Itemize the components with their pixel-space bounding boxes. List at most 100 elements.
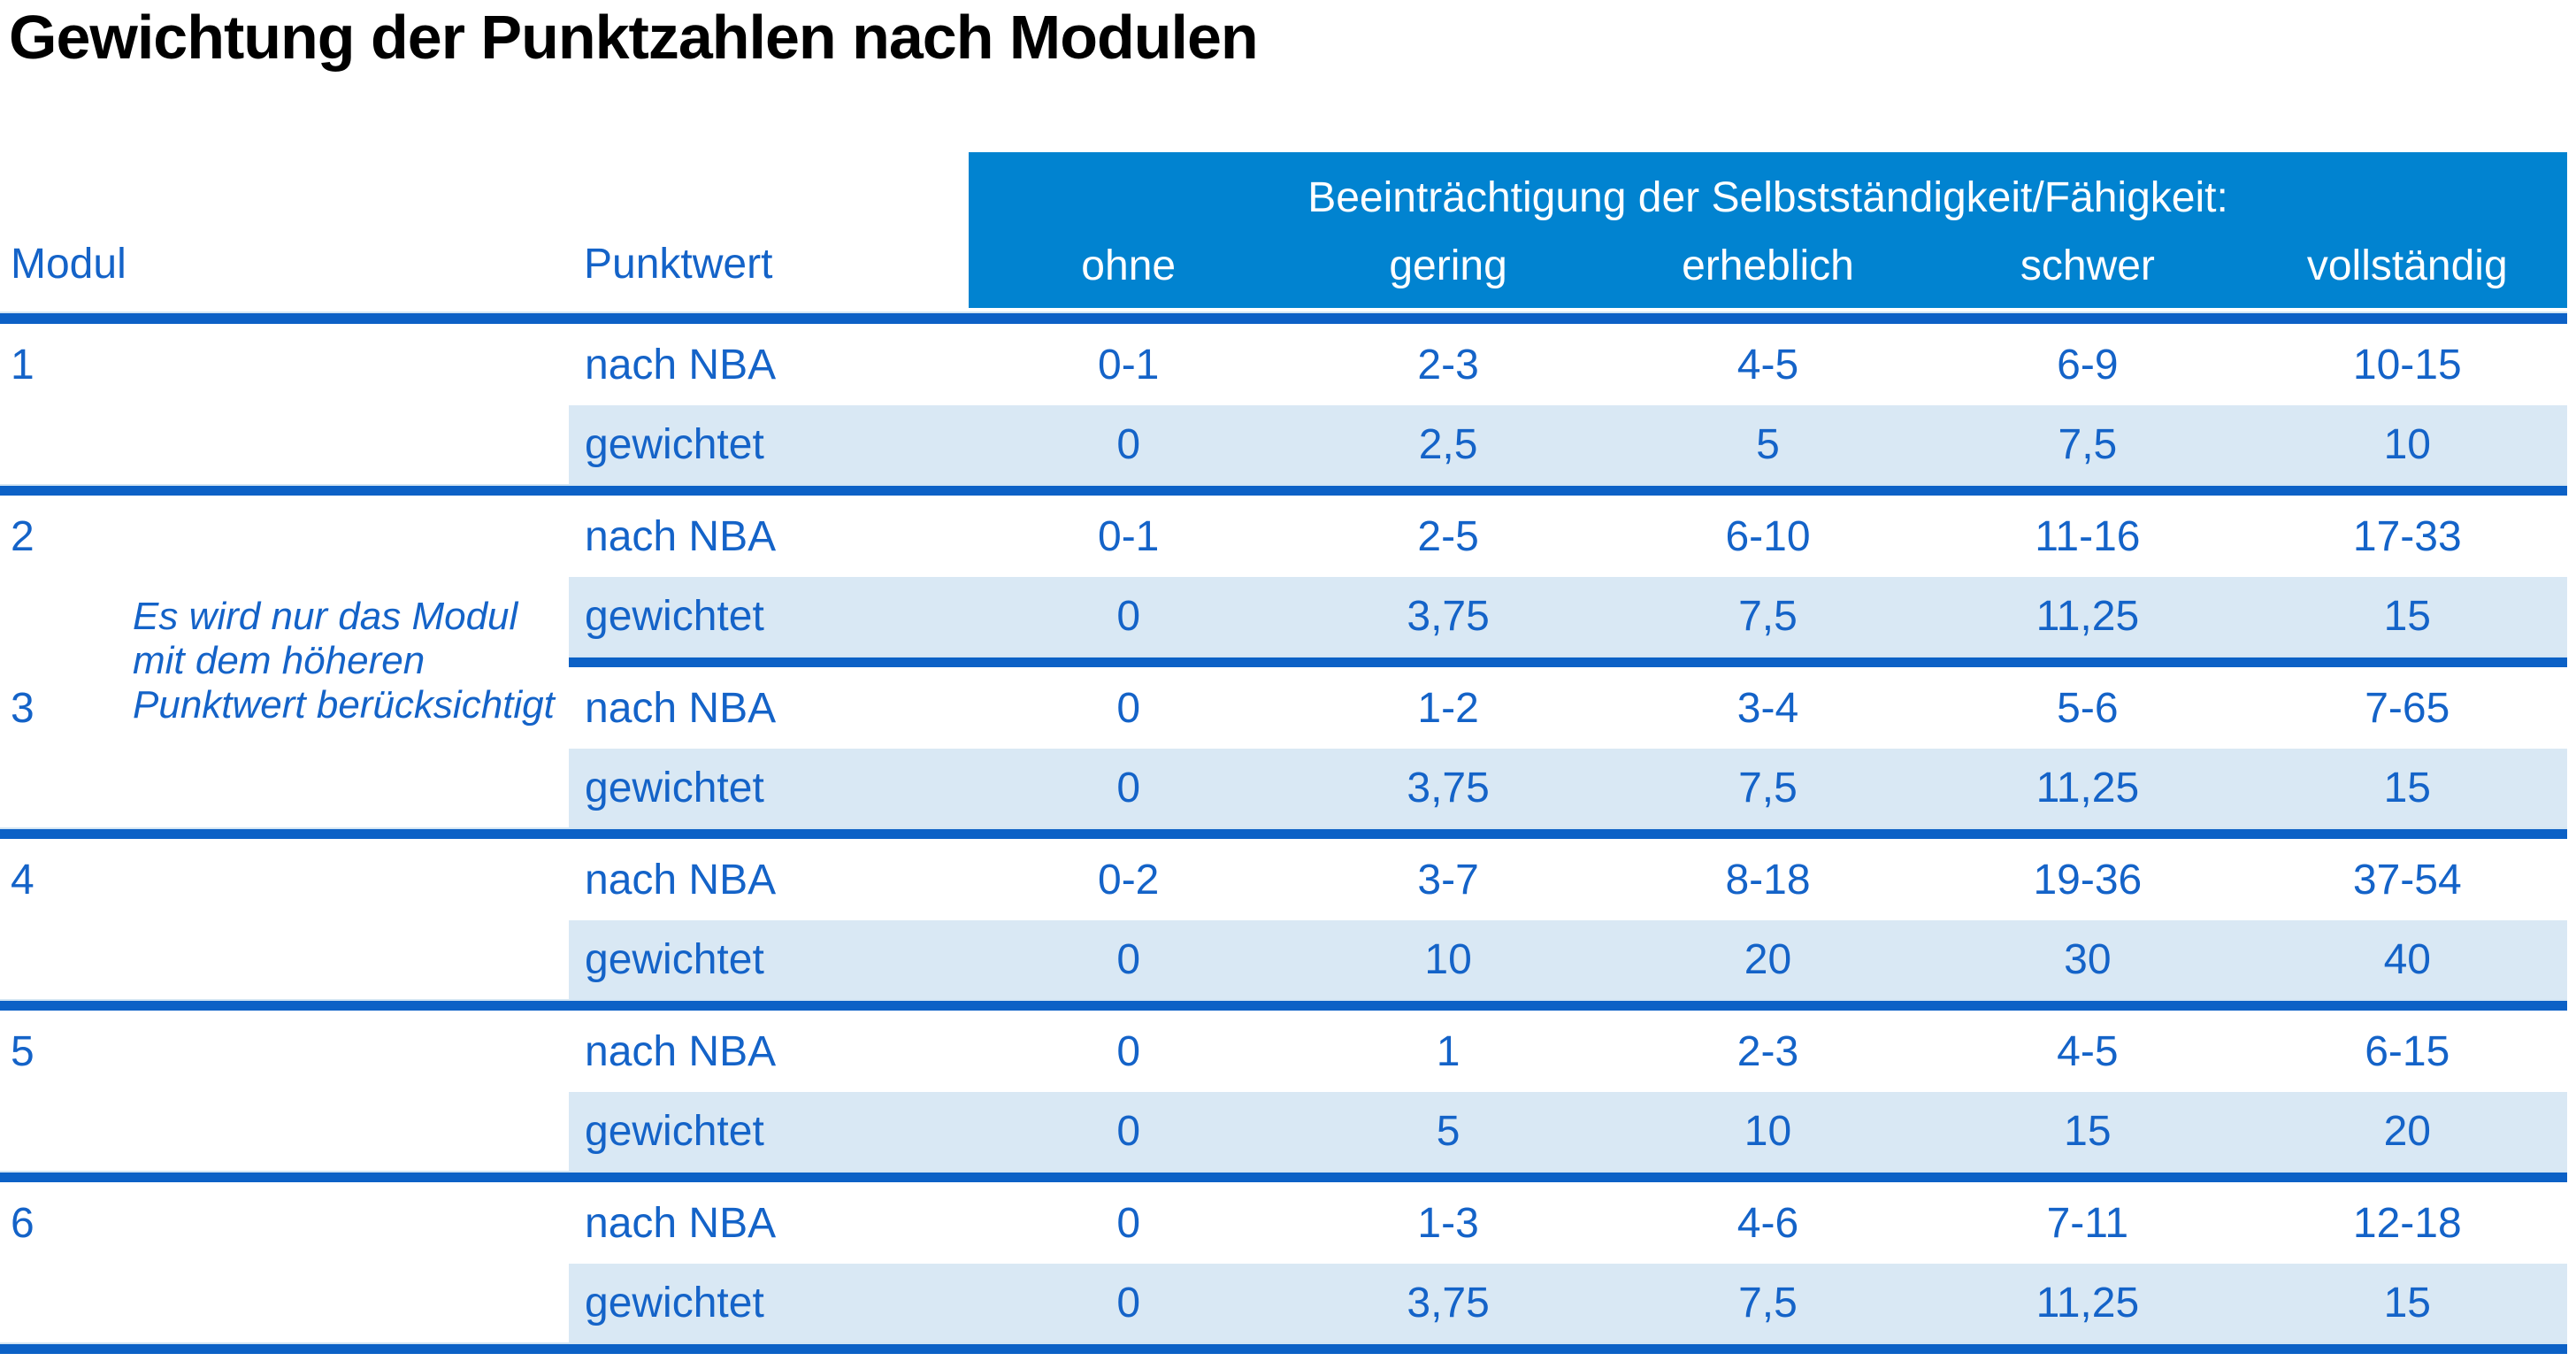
table-row-nba: 3 nach NBA 0 1-2 3-4 5-6 7-65 <box>0 667 2567 749</box>
value-cell: 7,5 <box>1738 593 1798 640</box>
table-row-weighted: gewichtet 0 3,75 7,5 11,25 15 <box>0 577 2567 656</box>
table-row-weighted: gewichtet 0 10 20 30 40 <box>0 920 2567 999</box>
row-label-weighted: gewichtet <box>585 593 764 640</box>
section-divider <box>0 827 2567 839</box>
value-cell: 2-5 <box>1417 512 1479 560</box>
value-cell: 4-5 <box>2057 1027 2119 1075</box>
row-label-nba: nach NBA <box>585 1027 777 1075</box>
table-row-nba: 1 nach NBA 0-1 2-3 4-5 6-9 10-15 <box>0 324 2567 405</box>
value-cell: 0-1 <box>1098 512 1160 560</box>
impairment-group-label: Beeinträchtigung der Selbstständigkeit/F… <box>1307 174 2228 221</box>
note-line: mit dem höheren <box>133 639 426 682</box>
value-cell: 0 <box>1116 593 1141 640</box>
value-cell: 7-65 <box>2365 684 2450 732</box>
table-row-weighted: gewichtet 0 2,5 5 7,5 10 <box>0 405 2567 484</box>
value-cell: 3,75 <box>1407 1280 1490 1326</box>
module-4-section: 4 nach NBA 0-2 3-7 8-18 19-36 37-54 gewi… <box>0 839 2567 1011</box>
impairment-header-band: Beeinträchtigung der Selbstständigkeit/F… <box>969 152 2567 311</box>
module-5-section: 5 nach NBA 0 1 2-3 4-5 6-15 gewichtet 0 … <box>0 1011 2567 1182</box>
value-cell: 4-5 <box>1736 341 1799 388</box>
section-divider <box>0 1342 2567 1354</box>
section-divider <box>0 1171 2567 1182</box>
value-cell: 8-18 <box>1725 856 1811 903</box>
value-cell: 4-6 <box>1736 1199 1799 1247</box>
value-cell: 6-15 <box>2365 1027 2450 1075</box>
section-divider <box>0 999 2567 1011</box>
value-cell: 1 <box>1436 1027 1460 1075</box>
table-row-weighted: gewichtet 0 3,75 7,5 11,25 15 <box>0 1264 2567 1342</box>
module-2-3-section: 2 nach NBA 0-1 2-5 6-10 11-16 17-33 gewi… <box>0 496 2567 839</box>
value-cell: 17-33 <box>2352 512 2462 560</box>
value-cell: 7,5 <box>1738 765 1798 811</box>
column-header-schwer: schwer <box>2020 242 2155 289</box>
note-line: Es wird nur das Modul <box>133 595 518 638</box>
module-number: 2 <box>0 496 569 577</box>
severity-header-row: ohne gering erheblich schwer vollständig <box>969 242 2567 308</box>
row-label-weighted: gewichtet <box>585 1280 764 1326</box>
value-cell: 2-3 <box>1417 341 1479 388</box>
value-cell: 0 <box>1116 684 1141 732</box>
value-cell: 6-9 <box>2057 341 2119 388</box>
column-header-vollstaendig: vollständig <box>2306 242 2508 289</box>
value-cell: 0 <box>1116 1108 1141 1155</box>
module-number: 4 <box>0 839 569 920</box>
row-label-nba: nach NBA <box>585 341 777 388</box>
value-cell: 11,25 <box>2036 593 2140 640</box>
higher-module-note: Es wird nur das Modul mit dem höheren Pu… <box>133 595 555 727</box>
weighting-table: Modul Punktwert Beeinträchtigung der Sel… <box>0 152 2567 1354</box>
note-line: Punktwert berücksichtigt <box>133 683 555 727</box>
value-cell: 7,5 <box>1738 1280 1798 1326</box>
value-cell: 5-6 <box>2057 684 2119 732</box>
value-cell: 20 <box>1744 936 1792 983</box>
module-6-section: 6 nach NBA 0 1-3 4-6 7-11 12-18 gewichte… <box>0 1182 2567 1354</box>
value-cell: 15 <box>2383 1280 2431 1326</box>
row-label-weighted: gewichtet <box>585 765 764 811</box>
value-cell: 11-16 <box>2035 512 2141 560</box>
row-label-weighted: gewichtet <box>585 421 764 468</box>
table-row-weighted: gewichtet 0 5 10 15 20 <box>0 1092 2567 1171</box>
module-number: 5 <box>0 1011 569 1092</box>
row-label-nba: nach NBA <box>585 512 777 560</box>
value-cell: 20 <box>2383 1108 2431 1155</box>
row-label-nba: nach NBA <box>585 856 777 903</box>
row-label-nba: nach NBA <box>585 684 777 732</box>
value-cell: 5 <box>1756 421 1780 468</box>
section-divider <box>0 484 2567 496</box>
table-header-row: Modul Punktwert Beeinträchtigung der Sel… <box>0 152 2567 311</box>
module-1-section: 1 nach NBA 0-1 2-3 4-5 6-9 10-15 gewicht… <box>0 324 2567 496</box>
value-cell: 10 <box>2383 421 2431 468</box>
module-number: 6 <box>0 1182 569 1264</box>
value-cell: 1-2 <box>1417 684 1479 732</box>
value-cell: 1-3 <box>1417 1199 1479 1247</box>
section-divider-partial <box>569 656 2567 667</box>
value-cell: 40 <box>2383 936 2431 983</box>
value-cell: 6-10 <box>1725 512 1811 560</box>
value-cell: 0 <box>1116 1280 1141 1326</box>
value-cell: 2,5 <box>1418 421 1478 468</box>
column-header-gering: gering <box>1389 242 1507 289</box>
column-header-ohne: ohne <box>1081 242 1177 289</box>
value-cell: 30 <box>2064 936 2112 983</box>
value-cell: 0 <box>1116 421 1141 468</box>
row-label-weighted: gewichtet <box>585 1108 764 1155</box>
value-cell: 11,25 <box>2036 1280 2140 1326</box>
row-label-nba: nach NBA <box>585 1199 777 1247</box>
value-cell: 0-2 <box>1098 856 1160 903</box>
value-cell: 3,75 <box>1407 765 1490 811</box>
value-cell: 0 <box>1116 1199 1141 1247</box>
value-cell: 12-18 <box>2352 1199 2462 1247</box>
module-number: 1 <box>0 324 569 405</box>
value-cell: 11,25 <box>2036 765 2140 811</box>
header-divider <box>0 311 2567 324</box>
value-cell: 7,5 <box>2058 421 2118 468</box>
value-cell: 0 <box>1116 936 1141 983</box>
table-row-nba: 4 nach NBA 0-2 3-7 8-18 19-36 37-54 <box>0 839 2567 920</box>
value-cell: 10 <box>1744 1108 1792 1155</box>
value-cell: 0 <box>1116 1027 1141 1075</box>
value-cell: 0-1 <box>1098 341 1160 388</box>
value-cell: 0 <box>1116 765 1141 811</box>
column-header-modul: Modul <box>11 241 126 288</box>
value-cell: 15 <box>2064 1108 2112 1155</box>
table-row-nba: 6 nach NBA 0 1-3 4-6 7-11 12-18 <box>0 1182 2567 1264</box>
